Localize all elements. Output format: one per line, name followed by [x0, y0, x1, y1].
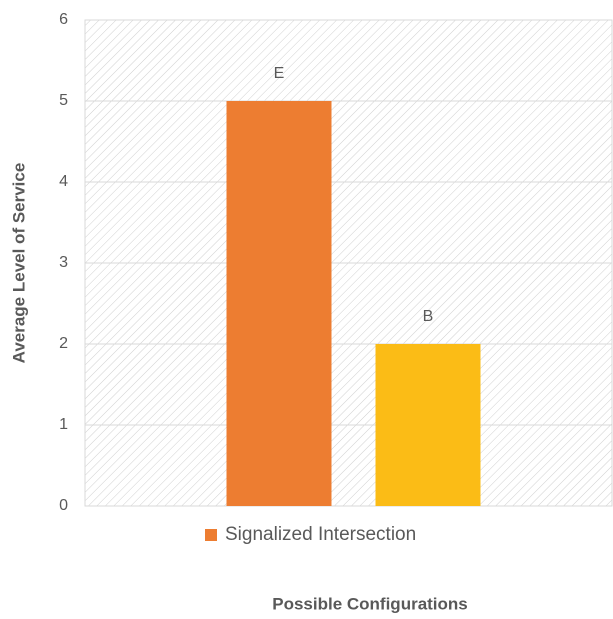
y-axis-title: Average Level of Service — [9, 163, 28, 364]
y-tick-label: 4 — [59, 173, 68, 190]
data-label: B — [423, 308, 434, 325]
bar — [226, 101, 332, 506]
y-tick-label: 3 — [59, 254, 68, 271]
y-tick-label: 2 — [59, 335, 68, 352]
y-tick-label: 6 — [59, 11, 68, 28]
y-tick-label: 1 — [59, 416, 68, 433]
legend-swatch — [205, 529, 217, 541]
y-tick-label: 0 — [59, 497, 68, 514]
x-axis-title: Possible Configurations — [272, 594, 468, 613]
bar — [375, 344, 481, 506]
data-label: E — [274, 65, 285, 82]
y-tick-label: 5 — [59, 92, 68, 109]
legend-label: Signalized Intersection — [225, 524, 416, 545]
